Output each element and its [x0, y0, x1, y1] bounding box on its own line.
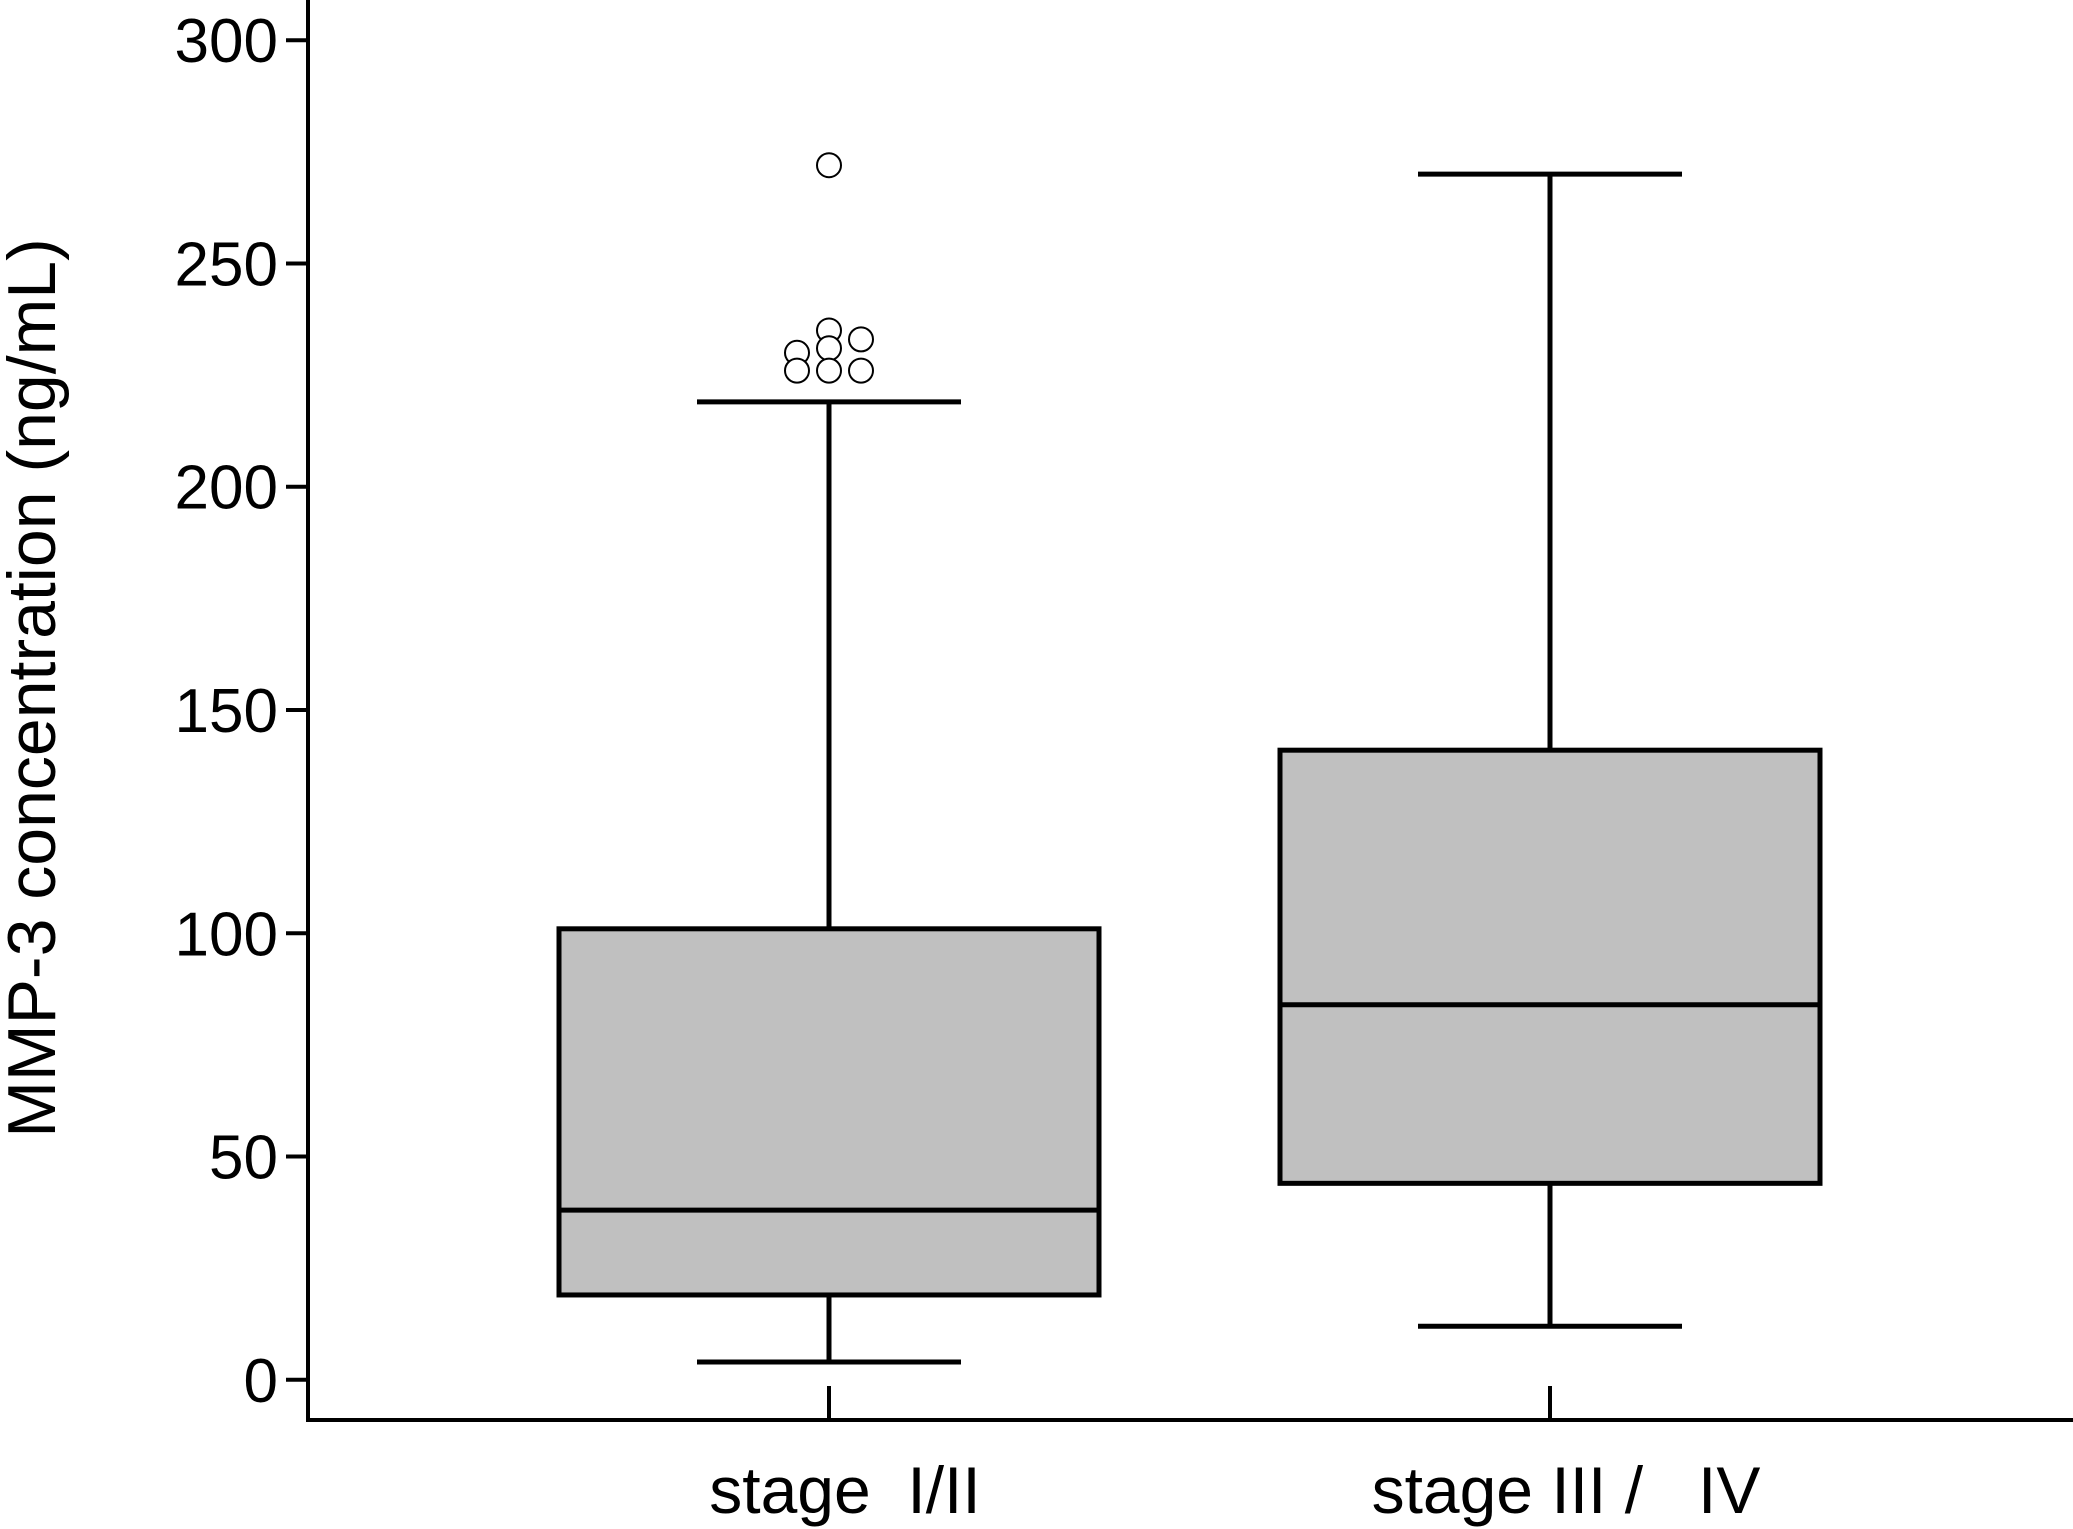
box-2: [1277, 171, 1823, 1329]
outlier-point: [848, 326, 874, 353]
y-axis-title: MMP-3 concentration (ng/mL): [0, 238, 70, 1137]
x-axis-ticks: stage I/II stage III / IV: [709, 1386, 1760, 1527]
x-category-label: stage I/II: [709, 1453, 980, 1527]
outlier-point: [848, 357, 874, 384]
outlier-point: [816, 335, 842, 362]
boxes-group: [556, 152, 1823, 1365]
iqr-box: [1277, 747, 1823, 1186]
y-tick-label: 0: [244, 1347, 278, 1416]
y-tick-label: 100: [175, 900, 278, 969]
outlier-point: [816, 357, 842, 384]
y-tick-label: 250: [175, 230, 278, 299]
iqr-box: [556, 926, 1102, 1298]
outlier-point: [784, 357, 810, 384]
box-1: [556, 152, 1102, 1365]
x-category-label: stage III / IV: [1372, 1453, 1761, 1527]
y-axis-ticks: 0 50 100 150 200 250 300: [175, 7, 308, 1416]
y-tick-label: 200: [175, 454, 278, 523]
y-tick-label: 300: [175, 7, 278, 76]
outlier-point: [816, 152, 842, 179]
y-tick-label: 50: [209, 1124, 278, 1193]
y-tick-label: 150: [175, 677, 278, 746]
